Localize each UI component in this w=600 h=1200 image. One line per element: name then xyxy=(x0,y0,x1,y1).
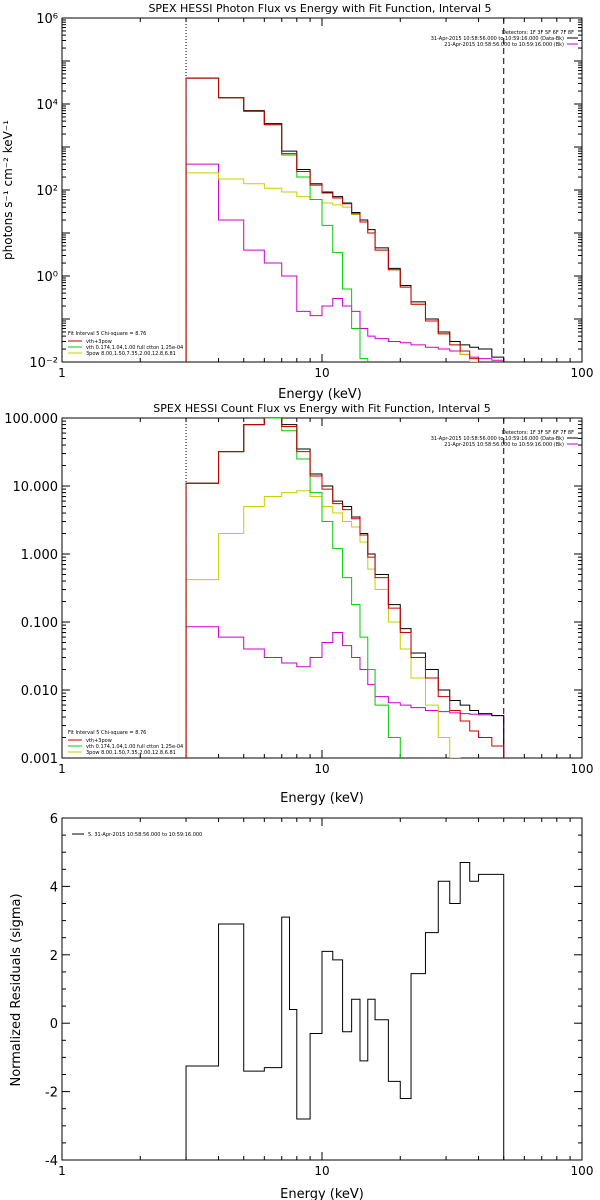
residuals-xtick-label: 10 xyxy=(314,1164,329,1178)
residuals-ylabel: Normalized Residuals (sigma) xyxy=(9,893,24,1086)
photon-flux-ytick-label: 10⁻² xyxy=(29,356,58,371)
residuals-series-0 xyxy=(185,861,505,1160)
photon-flux-xlabel: Energy (keV) xyxy=(278,387,362,402)
count-flux-ytick-label: 10.000 xyxy=(13,480,59,495)
photon-flux-legend-bottom-header: Fit Interval 5 Chi-square = 8.76 xyxy=(68,331,146,337)
count-flux-series-group xyxy=(185,418,505,758)
photon-flux-legend-top-entry-0: 31-Apr-2015 10:58:56.000 to 10:59:16.000… xyxy=(431,36,564,42)
count-flux-xtick-label: 1 xyxy=(58,762,66,776)
photon-flux-title: SPEX HESSI Photon Flux vs Energy with Fi… xyxy=(148,2,491,15)
photon-flux-xtick-label: 1 xyxy=(58,366,66,380)
residuals-panel: Normalized Residuals (sigma) Energy (keV… xyxy=(9,832,364,1200)
residuals-xlabel: Energy (keV) xyxy=(280,1187,364,1200)
residuals-ytick-label: 4 xyxy=(50,880,58,895)
photon-flux-plot: 1 10 100 10⁻² 10⁰ 10² 10⁴ 10⁶ xyxy=(29,12,594,380)
photon-flux-legend-top-header: Detectors: 1F 3F 5F 6F 7F 8F xyxy=(502,30,574,36)
photon-flux-ytick-label: 10⁶ xyxy=(36,12,58,27)
count-flux-panel: SPEX HESSI Count Flux vs Energy with Fit… xyxy=(68,402,578,806)
count-flux-series-2 xyxy=(185,418,401,758)
count-flux-plot: 1 10 100 0.001 0.010 0.100 1.000 10.000 100.000 xyxy=(4,412,594,776)
residuals-xtick-label: 100 xyxy=(571,1164,594,1178)
count-flux-legend-bottom-entry-0: vth+3pow xyxy=(86,738,112,744)
residuals-ytick-label: 2 xyxy=(50,949,58,964)
count-flux-title: SPEX HESSI Count Flux vs Energy with Fit… xyxy=(153,402,490,415)
count-flux-ytick-label: 0.001 xyxy=(21,752,58,767)
residuals-ytick-label: 6 xyxy=(50,812,58,827)
residuals-ytick-label: -4 xyxy=(45,1154,58,1169)
residuals-ytick-label: 0 xyxy=(50,1017,58,1032)
photon-flux-legend-bottom-entry-0: vth+3pow xyxy=(86,339,112,345)
count-flux-legend-bottom-entry-1: vth 0.174,1.04,1.00 full ctton 1.25e-04 xyxy=(86,744,183,750)
photon-flux-panel: SPEX HESSI Photon Flux vs Energy with Fi… xyxy=(1,2,578,402)
photon-flux-legend-bottom-entry-1: vth 0.174,1.04,1.00 full ctton 1.25e-04 xyxy=(86,345,183,351)
residuals-ytick-label: -2 xyxy=(45,1086,58,1101)
photon-flux-xtick-label: 100 xyxy=(571,366,594,380)
count-flux-series-1 xyxy=(185,418,505,758)
photon-flux-xtick-label: 10 xyxy=(314,366,329,380)
photon-flux-series-group xyxy=(185,77,505,362)
photon-flux-ytick-label: 10⁰ xyxy=(36,270,58,285)
count-flux-xtick-label: 10 xyxy=(314,762,329,776)
count-flux-series-4 xyxy=(185,626,505,758)
residuals-legend-entry: 5. 31-Apr-2015 10:58:56.000 to 10:59:16.… xyxy=(88,832,202,838)
residuals-series-group xyxy=(185,861,505,1160)
count-flux-ytick-label: 0.100 xyxy=(21,616,58,631)
count-flux-xlabel: Energy (keV) xyxy=(280,791,364,806)
photon-flux-legend-bottom-entry-2: 3pow 8.00,1.50,7.35,2.00,12.8,6.81 xyxy=(86,351,176,357)
residuals-plot: 1 10 100 -4 -2 0 2 4 6 xyxy=(45,812,593,1178)
count-flux-legend-top-header: Detectors: 1F 3F 5F 6F 7F 8F xyxy=(502,430,574,436)
photon-flux-ytick-label: 10⁴ xyxy=(36,98,58,113)
count-flux-legend-top-entry-1: 21-Apr-2015 10:58:56.000 to 10:59:16.000… xyxy=(444,442,564,448)
count-flux-legend-top-entry-0: 31-Apr-2015 10:58:56.000 to 10:59:16.000… xyxy=(431,436,564,442)
photon-flux-ylabel: photons s⁻¹ cm⁻² keV⁻¹ xyxy=(1,120,15,260)
residuals-xtick-label: 1 xyxy=(58,1164,66,1178)
count-flux-ytick-label: 1.000 xyxy=(21,548,58,563)
photon-flux-series-0 xyxy=(185,77,505,362)
count-flux-legend-bottom-header: Fit Interval 5 Chi-square = 8.76 xyxy=(68,730,146,736)
count-flux-legend-bottom-entry-2: 3pow 8.00,1.50,7.35,2.00,12.8,6.81 xyxy=(86,750,176,756)
count-flux-ytick-label: 0.010 xyxy=(21,684,58,699)
count-flux-xtick-label: 100 xyxy=(571,762,594,776)
photon-flux-series-4 xyxy=(185,163,505,362)
photon-flux-series-1 xyxy=(185,77,480,362)
photon-flux-legend-top-entry-1: 21-Apr-2015 10:58:56.000 to 10:59:16.000… xyxy=(444,42,564,48)
photon-flux-ytick-label: 10² xyxy=(36,184,58,199)
count-flux-ytick-label: 100.000 xyxy=(4,412,58,427)
